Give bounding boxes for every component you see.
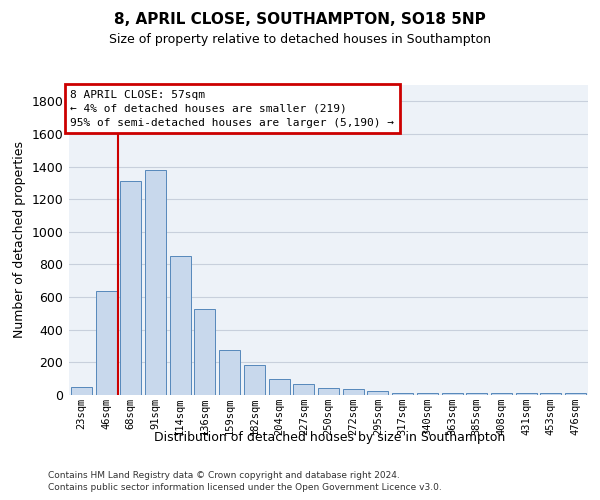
Bar bbox=[541, 394, 562, 395]
Bar bbox=[244, 365, 265, 395]
Bar bbox=[194, 308, 215, 395]
Text: Size of property relative to detached houses in Southampton: Size of property relative to detached ho… bbox=[109, 32, 491, 46]
Text: Distribution of detached houses by size in Southampton: Distribution of detached houses by size … bbox=[154, 431, 506, 444]
Bar bbox=[145, 170, 166, 395]
Y-axis label: Number of detached properties: Number of detached properties bbox=[13, 142, 26, 338]
Bar bbox=[219, 350, 240, 395]
Bar bbox=[343, 390, 364, 395]
Bar bbox=[269, 378, 290, 395]
Bar bbox=[120, 182, 141, 395]
Bar bbox=[170, 256, 191, 395]
Text: 8 APRIL CLOSE: 57sqm
← 4% of detached houses are smaller (219)
95% of semi-detac: 8 APRIL CLOSE: 57sqm ← 4% of detached ho… bbox=[70, 90, 394, 128]
Bar bbox=[516, 394, 537, 395]
Bar bbox=[367, 391, 388, 395]
Bar bbox=[95, 290, 116, 395]
Bar bbox=[565, 392, 586, 395]
Bar bbox=[71, 387, 92, 395]
Bar bbox=[442, 392, 463, 395]
Text: 8, APRIL CLOSE, SOUTHAMPTON, SO18 5NP: 8, APRIL CLOSE, SOUTHAMPTON, SO18 5NP bbox=[114, 12, 486, 28]
Bar bbox=[466, 394, 487, 395]
Bar bbox=[417, 392, 438, 395]
Text: Contains public sector information licensed under the Open Government Licence v3: Contains public sector information licen… bbox=[48, 484, 442, 492]
Bar bbox=[293, 384, 314, 395]
Bar bbox=[491, 394, 512, 395]
Bar bbox=[318, 388, 339, 395]
Text: Contains HM Land Registry data © Crown copyright and database right 2024.: Contains HM Land Registry data © Crown c… bbox=[48, 471, 400, 480]
Bar bbox=[392, 392, 413, 395]
